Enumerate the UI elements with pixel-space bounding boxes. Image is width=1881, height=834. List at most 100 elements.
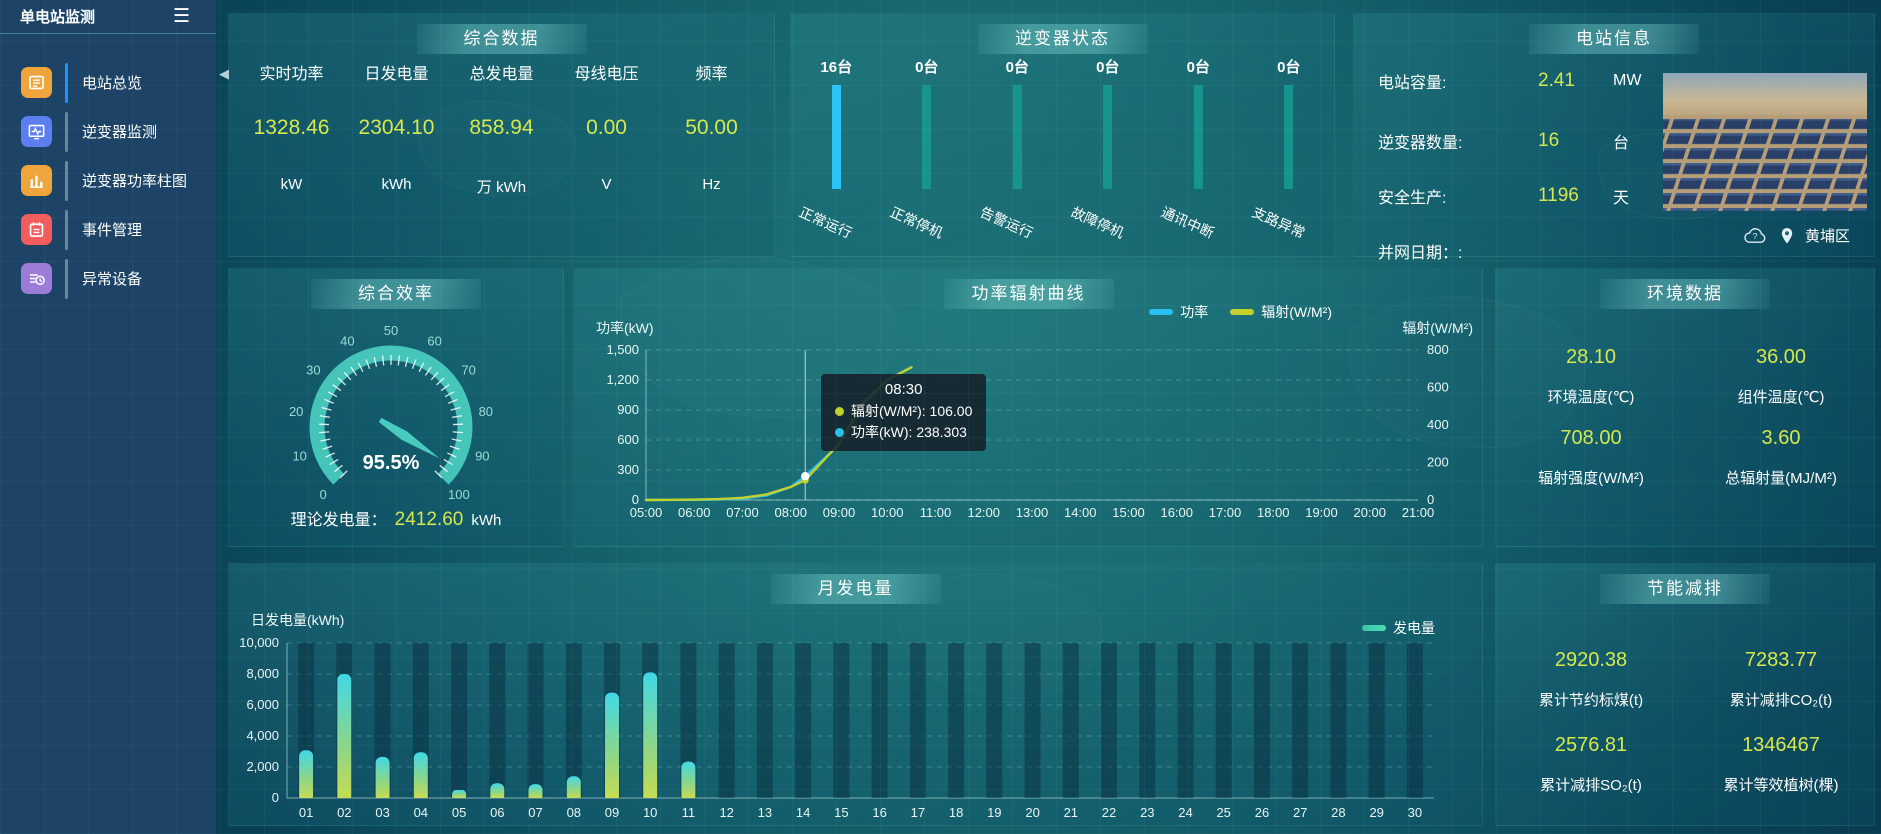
legend-item[interactable]: 功率 <box>1149 302 1208 322</box>
energy-saving-label: 累计减排SO₂(t) <box>1540 777 1642 794</box>
stat-value: 1328.46 <box>253 116 330 139</box>
legend-label: 功率 <box>1180 304 1209 320</box>
energy-saving-value: 7283.77 <box>1744 649 1818 671</box>
station-info-row: 电站容量: 2.41 MW <box>1378 69 1641 93</box>
sidebar-item-abnormal-devices[interactable]: 异常设备 <box>0 254 216 303</box>
stat-unit: kWh <box>381 176 412 193</box>
hamburger-menu-icon[interactable]: ☰ <box>172 6 190 27</box>
inverter-count: 0台 <box>915 59 939 76</box>
svg-text:21:00: 21:00 <box>1402 505 1435 520</box>
environment-label: 组件温度(℃) <box>1737 389 1825 406</box>
monthly-generation-legend: 发电量 <box>1362 618 1435 638</box>
panel-environment: 环境数据 28.10 环境温度(℃) 36.00 组件温度(℃) 708.00 辐射强度(… <box>1495 268 1875 547</box>
environment-value: 3.60 <box>1761 427 1801 449</box>
sidebar-item-station-overview[interactable]: 电站总览 <box>0 58 216 107</box>
svg-text:19:00: 19:00 <box>1305 505 1338 520</box>
active-indicator <box>65 209 68 250</box>
svg-text:01: 01 <box>299 805 313 820</box>
inverter-status-bars: 16台 正常运行 0台 正常停机 0台 告警运行 0台 故障停机 0台 通讯中断 0台 支路异常 <box>791 14 1334 256</box>
svg-text:15:00: 15:00 <box>1112 505 1145 520</box>
environment-label: 环境温度(℃) <box>1547 389 1635 406</box>
energy-saving-cell: 2576.81 累计减排SO₂(t) <box>1501 734 1681 795</box>
summary-stat: 总发电量 858.94 万 kWh <box>449 14 554 256</box>
stat-value: 0.00 <box>586 116 627 139</box>
power-radiation-legend: 功率 辐射(W/M²) <box>1149 302 1332 322</box>
panel-inverter-status: 逆变器状态 16台 正常运行 0台 正常停机 0台 告警运行 0台 故障停机 0台 通讯中断 0台支… <box>790 13 1335 257</box>
svg-text:100: 100 <box>448 487 470 502</box>
sidebar-collapse-button[interactable]: ◀ <box>219 66 229 81</box>
legend-label: 发电量 <box>1393 620 1435 636</box>
gauge-value: 95.5% <box>363 452 420 474</box>
stat-label: 实时功率 <box>259 66 324 83</box>
energy-saving-label: 累计减排CO₂(t) <box>1729 692 1833 709</box>
environment-cell: 708.00 辐射强度(W/M²) <box>1501 427 1681 488</box>
sidebar-item-inverter-monitor[interactable]: 逆变器监测 <box>0 107 216 156</box>
efficiency-gauge[interactable]: 0 10 20 30 40 50 60 70 80 90 100 95.5% <box>229 269 563 546</box>
station-info-row: 并网日期：: <box>1378 239 1613 263</box>
theory-generation: 理论发电量： 2412.60 kWh <box>229 506 563 531</box>
theory-generation-label: 理论发电量： <box>290 512 387 529</box>
series-dot <box>835 407 844 416</box>
svg-text:10: 10 <box>292 449 306 464</box>
sidebar-item-label: 电站总览 <box>82 75 143 92</box>
stat-value: 50.00 <box>685 116 738 139</box>
monthly-generation-chart[interactable]: 0 2,000 4,000 6,000 8,000 10,000 日发电量(kWh) 01 02… <box>229 564 1482 825</box>
stat-unit: Hz <box>702 176 721 193</box>
svg-text:02: 02 <box>337 805 351 820</box>
inverter-status-label: 正常停机 <box>887 203 946 242</box>
svg-text:19: 19 <box>987 805 1001 820</box>
svg-text:800: 800 <box>1427 342 1449 357</box>
svg-text:08:00: 08:00 <box>774 505 807 520</box>
legend-label: 辐射(W/M²) <box>1261 304 1332 320</box>
svg-text:09: 09 <box>605 805 619 820</box>
svg-text:03: 03 <box>375 805 389 820</box>
info-unit: 天 <box>1613 190 1630 207</box>
inverter-status-label: 通讯中断 <box>1158 203 1217 242</box>
legend-item[interactable]: 辐射(W/M²) <box>1230 302 1332 322</box>
power-radiation-chart[interactable]: 0 300 600 900 1,200 1,500 0 200 400 600 800 05:00 06… <box>575 269 1482 546</box>
inverter-count: 16台 <box>820 59 853 76</box>
stat-unit: 万 kWh <box>476 179 527 196</box>
summary-stat: 实时功率 1328.46 kW <box>239 14 344 256</box>
station-photo <box>1663 73 1867 211</box>
inverter-status-item: 0台 告警运行 <box>972 14 1063 256</box>
tooltip-time: 08:30 <box>884 381 923 398</box>
environment-value: 36.00 <box>1755 346 1807 368</box>
svg-text:0: 0 <box>272 790 279 805</box>
sidebar-menu: 电站总览逆变器监测 逆变器功率柱图 事件管理 异常设备 <box>0 58 216 303</box>
svg-text:22: 22 <box>1102 805 1116 820</box>
svg-text:15: 15 <box>834 805 848 820</box>
environment-value: 708.00 <box>1560 427 1622 449</box>
panel-efficiency: 综合效率 0 10 20 30 40 50 60 70 80 90 100 95.5% 理论发电量： 2… <box>228 268 564 547</box>
stat-unit: V <box>601 176 612 193</box>
info-unit: 台 <box>1613 135 1630 152</box>
sidebar-item-inverter-power-bars[interactable]: 逆变器功率柱图 <box>0 156 216 205</box>
svg-text:90: 90 <box>475 449 489 464</box>
svg-text:14: 14 <box>796 805 810 820</box>
legend-item[interactable]: 发电量 <box>1362 618 1435 638</box>
svg-text:30: 30 <box>306 363 320 378</box>
panel-summary-data: 综合数据 实时功率 1328.46 kW 日发电量 2304.10 kWh 总发电量 858.… <box>228 13 775 257</box>
summary-stat: 频率 50.00 Hz <box>659 14 764 256</box>
inverter-status-label: 告警运行 <box>977 203 1036 242</box>
stat-unit: kW <box>280 176 303 193</box>
svg-text:0: 0 <box>320 487 327 502</box>
svg-text:28: 28 <box>1331 805 1345 820</box>
environment-label: 辐射强度(W/M²) <box>1538 470 1644 487</box>
summary-stats: 实时功率 1328.46 kW 日发电量 2304.10 kWh 总发电量 858.94 万 k… <box>239 14 764 256</box>
svg-text:?: ? <box>1753 231 1758 241</box>
panel-inverter-status-title: 逆变器状态 <box>977 24 1148 54</box>
svg-text:10:00: 10:00 <box>871 505 904 520</box>
info-value: 1196 <box>1538 185 1579 206</box>
svg-text:300: 300 <box>617 462 639 477</box>
svg-text:09:00: 09:00 <box>823 505 856 520</box>
svg-text:05: 05 <box>452 805 466 820</box>
sidebar-item-event-management[interactable]: 事件管理 <box>0 205 216 254</box>
environment-cell: 3.60 总辐射量(MJ/M²) <box>1691 427 1871 488</box>
stat-label: 总发电量 <box>469 66 534 83</box>
stat-label: 日发电量 <box>364 66 429 83</box>
series-dot <box>835 428 844 437</box>
active-indicator <box>65 111 68 152</box>
svg-text:14:00: 14:00 <box>1064 505 1097 520</box>
